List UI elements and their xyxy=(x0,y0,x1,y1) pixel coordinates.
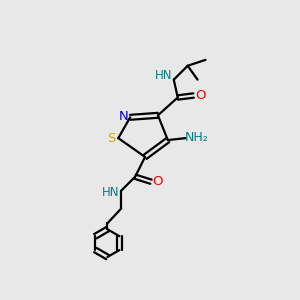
Text: NH₂: NH₂ xyxy=(185,130,208,144)
Text: S: S xyxy=(107,132,116,145)
Text: N: N xyxy=(118,110,128,123)
Text: HN: HN xyxy=(155,69,172,82)
Text: O: O xyxy=(195,89,206,102)
Text: O: O xyxy=(153,175,163,188)
Text: HN: HN xyxy=(102,186,119,199)
